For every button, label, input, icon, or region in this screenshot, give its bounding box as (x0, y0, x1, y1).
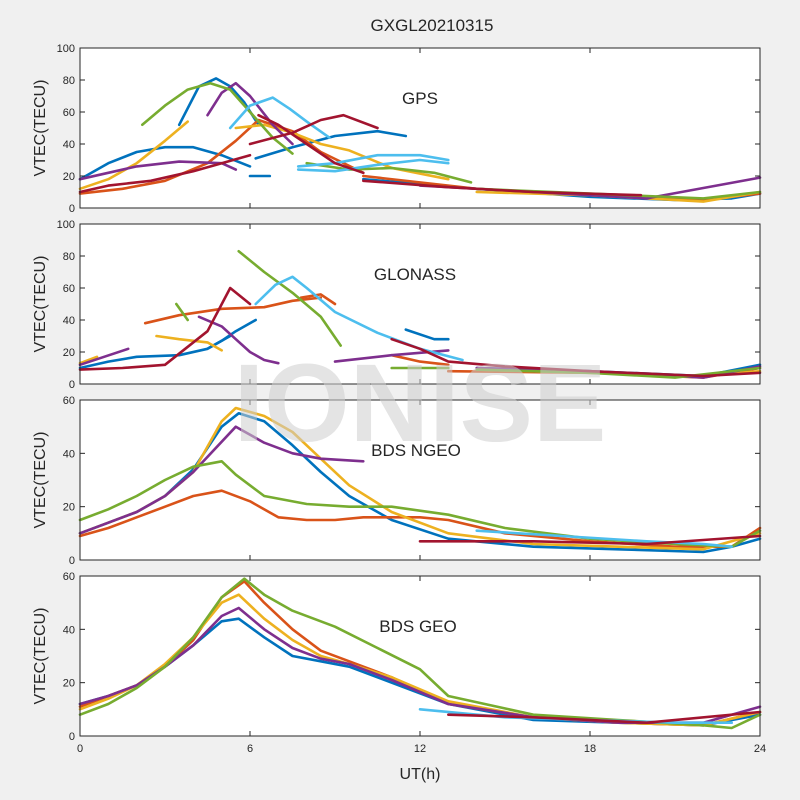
y-tick-label: 40 (63, 139, 75, 151)
panel-label: BDS NGEO (371, 441, 461, 460)
y-tick-label: 40 (63, 315, 75, 327)
y-tick-label: 80 (63, 75, 75, 87)
series-line (390, 353, 450, 367)
y-tick-label: 60 (63, 107, 75, 119)
y-tick-label: 40 (63, 624, 75, 636)
y-tick-label: 20 (63, 171, 75, 183)
series-line (78, 286, 252, 371)
series-line (177, 77, 260, 127)
plot-area (80, 576, 760, 736)
panel-0: 0 20 40 60 80 100 VTEC(TECU) GPS (32, 43, 762, 215)
y-tick-label: 20 (63, 678, 75, 690)
series-line (78, 160, 238, 181)
y-axis-label: VTEC(TECU) (32, 256, 49, 353)
y-tick-label: 40 (63, 448, 75, 460)
panel-1: 0 20 40 60 80 100 VTEC(TECU) GLONASS (32, 219, 762, 391)
series-line (141, 81, 294, 155)
series-line (296, 158, 450, 173)
y-axis-label: VTEC(TECU) (32, 608, 49, 705)
series-line (78, 347, 130, 367)
panel-label: GLONASS (374, 265, 456, 284)
x-tick-label: 18 (584, 743, 596, 755)
series-line (390, 337, 762, 378)
y-tick-label: 100 (57, 43, 75, 55)
series-line (305, 161, 473, 184)
series-line (237, 249, 342, 347)
figure-title: GXGL20210315 (371, 16, 494, 35)
series-line (197, 315, 280, 365)
series-line (175, 302, 189, 322)
y-tick-label: 60 (63, 395, 75, 407)
series-line (447, 710, 762, 724)
series-line (362, 179, 643, 197)
series-line (299, 293, 337, 306)
series-line (78, 118, 365, 195)
y-tick-label: 0 (69, 731, 75, 743)
series-line (143, 296, 323, 325)
series-line (254, 129, 408, 160)
x-tick-label: 0 (77, 743, 83, 755)
y-tick-label: 0 (69, 379, 75, 391)
y-tick-label: 20 (63, 502, 75, 514)
y-tick-label: 80 (63, 251, 75, 263)
x-tick-label: 6 (247, 743, 253, 755)
x-axis-label: UT(h) (400, 766, 441, 783)
x-tick-label: 12 (414, 743, 426, 755)
panel-3: 0 20 40 60 0 6 12 18 24 VTEC(TECU) BDS GEO (32, 571, 766, 755)
series-line (206, 318, 257, 351)
series-line (475, 529, 733, 548)
y-tick-label: 60 (63, 283, 75, 295)
y-tick-label: 0 (69, 203, 75, 215)
series-line (296, 153, 450, 168)
panel-label: GPS (402, 89, 438, 108)
y-axis-label: VTEC(TECU) (32, 432, 49, 529)
y-tick-label: 0 (69, 555, 75, 567)
series-line (78, 145, 252, 181)
y-tick-label: 20 (63, 347, 75, 359)
y-axis-label: VTEC(TECU) (32, 80, 49, 177)
y-tick-label: 100 (57, 219, 75, 231)
series-line (78, 120, 189, 191)
plot-area (80, 224, 760, 384)
series-line (475, 366, 762, 379)
series-line (257, 113, 365, 175)
series-line (78, 355, 99, 365)
series-line (404, 328, 450, 341)
x-tick-label: 24 (754, 743, 766, 755)
series-line (206, 81, 294, 146)
plot-area (80, 400, 760, 560)
series-line (78, 489, 762, 548)
series-line (418, 534, 762, 546)
watermark-text: IONISE (234, 342, 607, 465)
series-line (78, 425, 365, 535)
panel-label: BDS GEO (379, 617, 456, 636)
series-line (248, 113, 379, 146)
series-line (78, 153, 252, 194)
panel-2: 0 20 40 60 VTEC(TECU) BDS NGEO (32, 395, 762, 567)
y-tick-label: 60 (63, 571, 75, 583)
